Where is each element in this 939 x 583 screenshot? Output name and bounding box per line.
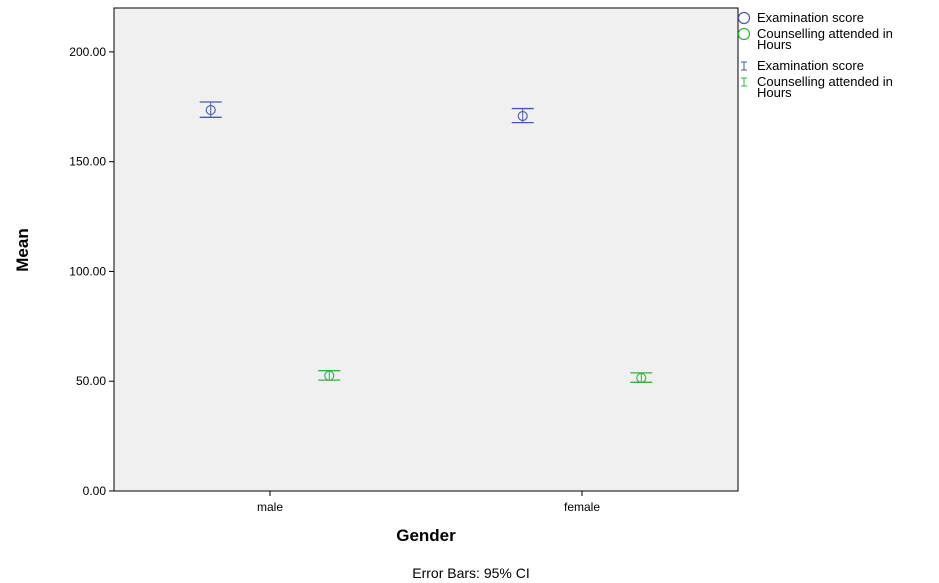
legend-label: Hours bbox=[757, 85, 792, 100]
x-tick-label-female: female bbox=[564, 500, 600, 514]
mean-marker bbox=[205, 105, 216, 116]
error-bar-male-series-1 bbox=[318, 370, 341, 381]
legend-label: Counselling attended in bbox=[757, 74, 893, 89]
legend-entry-0: Examination score bbox=[737, 10, 864, 25]
mean-marker bbox=[517, 110, 528, 122]
y-tick-label: 50.00 bbox=[76, 374, 106, 388]
legend-label: Examination score bbox=[757, 58, 864, 73]
y-axis: 0.00 50.00 100.00 150.00 200.00 bbox=[69, 45, 114, 498]
data-marks bbox=[199, 101, 653, 383]
x-axis-title: Gender bbox=[396, 526, 456, 545]
y-tick-label: 200.00 bbox=[69, 45, 106, 59]
y-axis-title: Mean bbox=[13, 228, 32, 271]
legend-circle-marker bbox=[737, 11, 751, 25]
legend-label: Hours bbox=[757, 37, 792, 52]
y-tick-label: 150.00 bbox=[69, 155, 106, 169]
x-axis: male female bbox=[257, 491, 600, 514]
x-tick-label-male: male bbox=[257, 500, 283, 514]
error-bar-male-series-0 bbox=[199, 101, 222, 118]
error-bars-footnote: Error Bars: 95% CI bbox=[412, 565, 529, 581]
error-bar-female-series-1 bbox=[630, 372, 653, 383]
y-tick-label: 100.00 bbox=[69, 264, 106, 278]
legend-label: Counselling attended in bbox=[757, 26, 893, 41]
legend-entry-2: Examination score bbox=[741, 58, 864, 73]
y-tick-label: 0.00 bbox=[83, 484, 107, 498]
legend-label: Examination score bbox=[757, 10, 864, 25]
error-bar-female-series-0 bbox=[511, 107, 534, 124]
mean-marker bbox=[636, 372, 647, 383]
legend-circle-marker bbox=[737, 27, 751, 41]
plot-area bbox=[113, 7, 739, 492]
mean-marker bbox=[324, 370, 335, 381]
